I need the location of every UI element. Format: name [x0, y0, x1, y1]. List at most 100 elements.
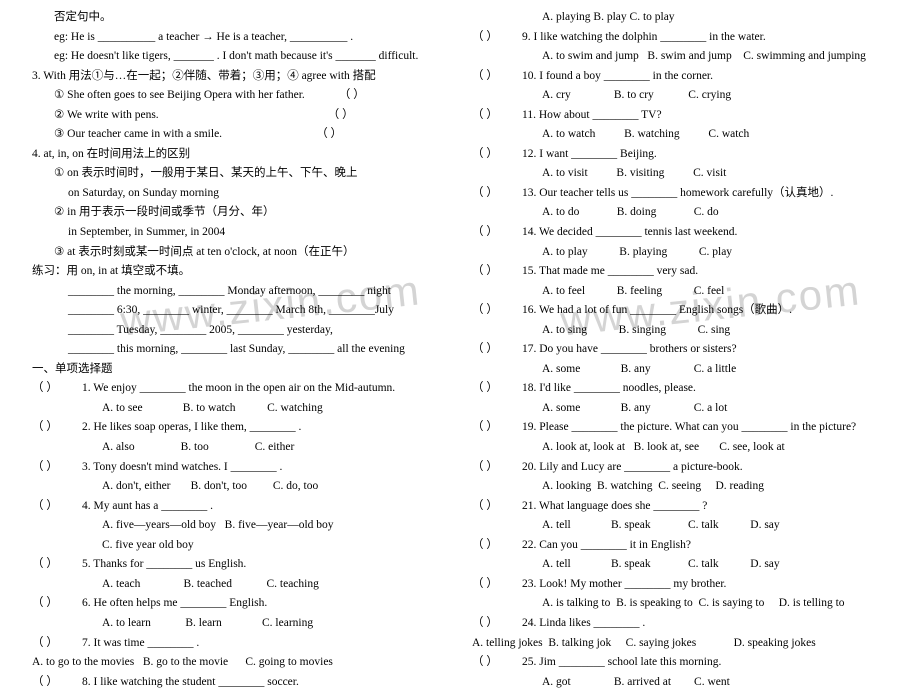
answer-options: A. teach B. teached C. teaching	[32, 575, 448, 595]
question-text: 1. We enjoy ________ the moon in the ope…	[82, 379, 448, 399]
question-text: 16. We had a lot of fun ________ English…	[522, 301, 888, 321]
answer-blank: （ ）	[32, 594, 82, 614]
answer-blank: （ ）	[32, 634, 82, 654]
answer-options: C. five year old boy	[32, 536, 448, 556]
question-row: （ ）18. I'd like ________ noodles, please…	[472, 379, 888, 399]
answer-blank: （ ）	[472, 184, 522, 204]
answer-options: A. tell B. speak C. talk D. say	[472, 555, 888, 575]
left-column: 否定句中。 eg: He is __________ a teacher → H…	[20, 8, 460, 643]
answer-options: A. cry B. to cry C. crying	[472, 86, 888, 106]
answer-blank: （ ）	[472, 262, 522, 282]
answer-options: A. some B. any C. a lot	[472, 399, 888, 419]
answer-blank: （ ）	[472, 67, 522, 87]
answer-options: A. to play B. playing C. play	[472, 243, 888, 263]
question-row: （ ）2. He likes soap operas, I like them,…	[32, 418, 448, 438]
answer-options: A. some B. any C. a little	[472, 360, 888, 380]
question-text: 14. We decided ________ tennis last week…	[522, 223, 888, 243]
answer-blank: （ ）	[472, 223, 522, 243]
answer-blank: （ ）	[32, 673, 82, 692]
answer-options: A. to do B. doing C. do	[472, 203, 888, 223]
question-row: （ ）5. Thanks for ________ us English.	[32, 555, 448, 575]
answer-options: A. to visit B. visiting C. visit	[472, 164, 888, 184]
answer-blank: （ ）	[472, 106, 522, 126]
answer-blank: （ ）	[32, 497, 82, 517]
answer-blank: （ ）	[32, 418, 82, 438]
answer-options: A. got B. arrived at C. went	[472, 673, 888, 692]
sub-item: ① on 表示时间时，一般用于某日、某天的上午、下午、晚上	[32, 164, 448, 184]
question-row: （ ）9. I like watching the dolphin ______…	[472, 28, 888, 48]
answer-options: A. to go to the movies B. go to the movi…	[32, 653, 448, 673]
answer-options: A. look at, look at B. look at, see C. s…	[472, 438, 888, 458]
example-text: eg: He is __________ a teacher → He is a…	[32, 28, 448, 48]
question-row: （ ）14. We decided ________ tennis last w…	[472, 223, 888, 243]
answer-blank: （ ）	[472, 497, 522, 517]
question-text: 21. What language does she ________ ?	[522, 497, 888, 517]
answer-blank: （ ）	[472, 575, 522, 595]
answer-options: A. looking B. watching C. seeing D. read…	[472, 477, 888, 497]
answer-blank: （ ）	[472, 458, 522, 478]
answer-options: A. also B. too C. either	[32, 438, 448, 458]
sub-item: ③ at 表示时刻或某一时间点 at ten o'clock, at noon（…	[32, 243, 448, 263]
answer-options: A. telling jokes B. talking jok C. sayin…	[472, 634, 888, 654]
question-text: 18. I'd like ________ noodles, please.	[522, 379, 888, 399]
answer-blank: （ ）	[472, 614, 522, 634]
answer-options: A. to swim and jump B. swim and jump C. …	[472, 47, 888, 67]
question-row: （ ）16. We had a lot of fun ________ Engl…	[472, 301, 888, 321]
question-row: （ ）24. Linda likes ________ .	[472, 614, 888, 634]
answer-options: A. don't, either B. don't, too C. do, to…	[32, 477, 448, 497]
right-column: A. playing B. play C. to play （ ）9. I li…	[460, 8, 900, 643]
answer-blank: （ ）	[472, 28, 522, 48]
question-text: 19. Please ________ the picture. What ca…	[522, 418, 888, 438]
answer-options: A. to learn B. learn C. learning	[32, 614, 448, 634]
grammar-item: 3. With 用法①与…在一起；②伴随、带着；③用；④ agree with …	[32, 67, 448, 87]
question-row: （ ）22. Can you ________ it in English?	[472, 536, 888, 556]
answer-options: A. five—years—old boy B. five—year—old b…	[32, 516, 448, 536]
question-row: （ ）4. My aunt has a ________ .	[32, 497, 448, 517]
practice-line: ________ the morning, ________ Monday af…	[32, 282, 448, 302]
answer-options: A. to watch B. watching C. watch	[472, 125, 888, 145]
question-row: （ ）12. I want ________ Beijing.	[472, 145, 888, 165]
answer-options: A. to feel B. feeling C. feel	[472, 282, 888, 302]
question-row: （ ）6. He often helps me ________ English…	[32, 594, 448, 614]
question-text: 23. Look! My mother ________ my brother.	[522, 575, 888, 595]
question-text: 2. He likes soap operas, I like them, __…	[82, 418, 448, 438]
answer-blank: （ ）	[32, 379, 82, 399]
question-text: 22. Can you ________ it in English?	[522, 536, 888, 556]
answer-options: A. to see B. to watch C. watching	[32, 399, 448, 419]
question-row: （ ）11. How about ________ TV?	[472, 106, 888, 126]
question-text: 5. Thanks for ________ us English.	[82, 555, 448, 575]
answer-options: A. to sing B. singing C. sing	[472, 321, 888, 341]
sub-item: ② We write with pens.（ ）	[32, 106, 448, 126]
answer-options: A. tell B. speak C. talk D. say	[472, 516, 888, 536]
answer-blank: （ ）	[472, 301, 522, 321]
question-row: （ ）20. Lily and Lucy are ________ a pict…	[472, 458, 888, 478]
question-row: （ ）1. We enjoy ________ the moon in the …	[32, 379, 448, 399]
section-heading: 一、单项选择题	[32, 360, 448, 380]
example-text: eg: He doesn't like tigers, _______ . I …	[32, 47, 448, 67]
blank-paren: （ ）	[222, 125, 342, 145]
question-row: （ ）23. Look! My mother ________ my broth…	[472, 575, 888, 595]
grammar-item: 4. at, in, on 在时间用法上的区别	[32, 145, 448, 165]
question-row: （ ）13. Our teacher tells us ________ hom…	[472, 184, 888, 204]
practice-line: ________ 6:30, ________ winter, ________…	[32, 301, 448, 321]
answer-options: A. is talking to B. is speaking to C. is…	[472, 594, 888, 614]
question-text: 9. I like watching the dolphin ________ …	[522, 28, 888, 48]
sub-item-example: on Saturday, on Sunday morning	[32, 184, 448, 204]
answer-blank: （ ）	[472, 536, 522, 556]
question-row: （ ）3. Tony doesn't mind watches. I _____…	[32, 458, 448, 478]
practice-line: ________ this morning, ________ last Sun…	[32, 340, 448, 360]
sub-item-example: in September, in Summer, in 2004	[32, 223, 448, 243]
question-text: 25. Jim ________ school late this mornin…	[522, 653, 888, 673]
answer-blank: （ ）	[472, 379, 522, 399]
sub-item: ③ Our teacher came in with a smile.（ ）	[32, 125, 448, 145]
question-text: 7. It was time ________ .	[82, 634, 448, 654]
question-text: 8. I like watching the student ________ …	[82, 673, 448, 692]
question-row: （ ）8. I like watching the student ______…	[32, 673, 448, 692]
question-row: （ ）10. I found a boy ________ in the cor…	[472, 67, 888, 87]
question-text: 3. Tony doesn't mind watches. I ________…	[82, 458, 448, 478]
sub-item: ① She often goes to see Beijing Opera wi…	[32, 86, 448, 106]
blank-paren: （ ）	[305, 86, 365, 106]
blank-paren: （ ）	[159, 106, 354, 126]
question-row: （ ）15. That made me ________ very sad.	[472, 262, 888, 282]
text-line: 否定句中。	[32, 8, 448, 28]
